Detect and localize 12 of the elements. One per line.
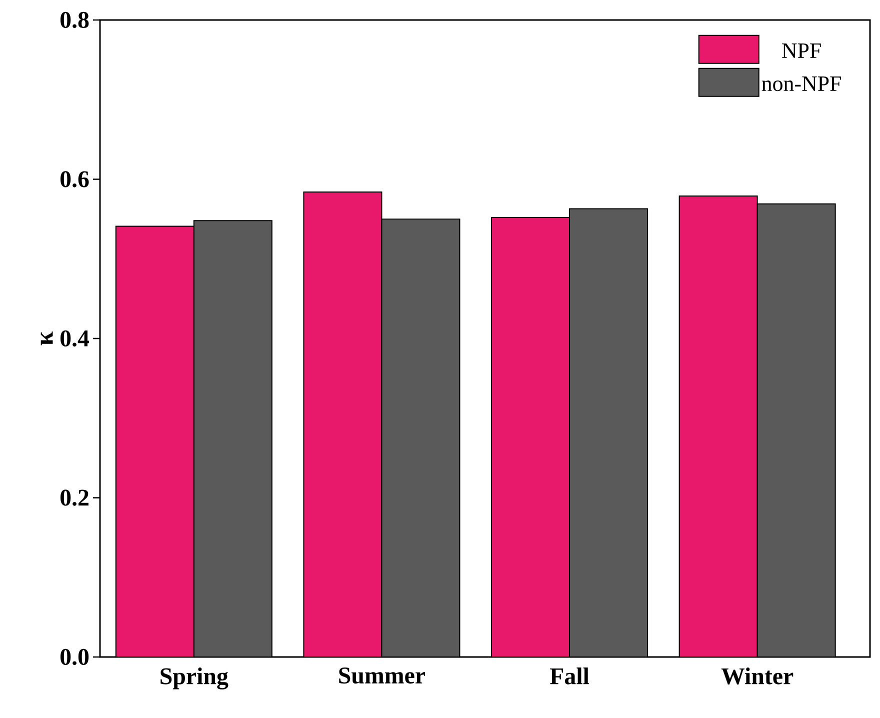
y-tick-label: 0.0 — [60, 648, 89, 666]
x-tick-label: Winter — [721, 668, 794, 684]
legend-label: non-NPF — [762, 76, 841, 92]
y-axis-title: κ — [40, 331, 53, 346]
y-tick-label: 0.8 — [60, 12, 89, 28]
x-tick-label: Fall — [550, 668, 590, 684]
legend-label: NPF — [782, 44, 821, 58]
y-tick-label: 0.2 — [60, 490, 88, 506]
y-tick-label: 0.4 — [60, 330, 90, 347]
y-tick-label: 0.6 — [60, 171, 89, 188]
x-tick-label: Summer — [339, 668, 426, 684]
x-tick-label: Spring — [160, 668, 228, 690]
